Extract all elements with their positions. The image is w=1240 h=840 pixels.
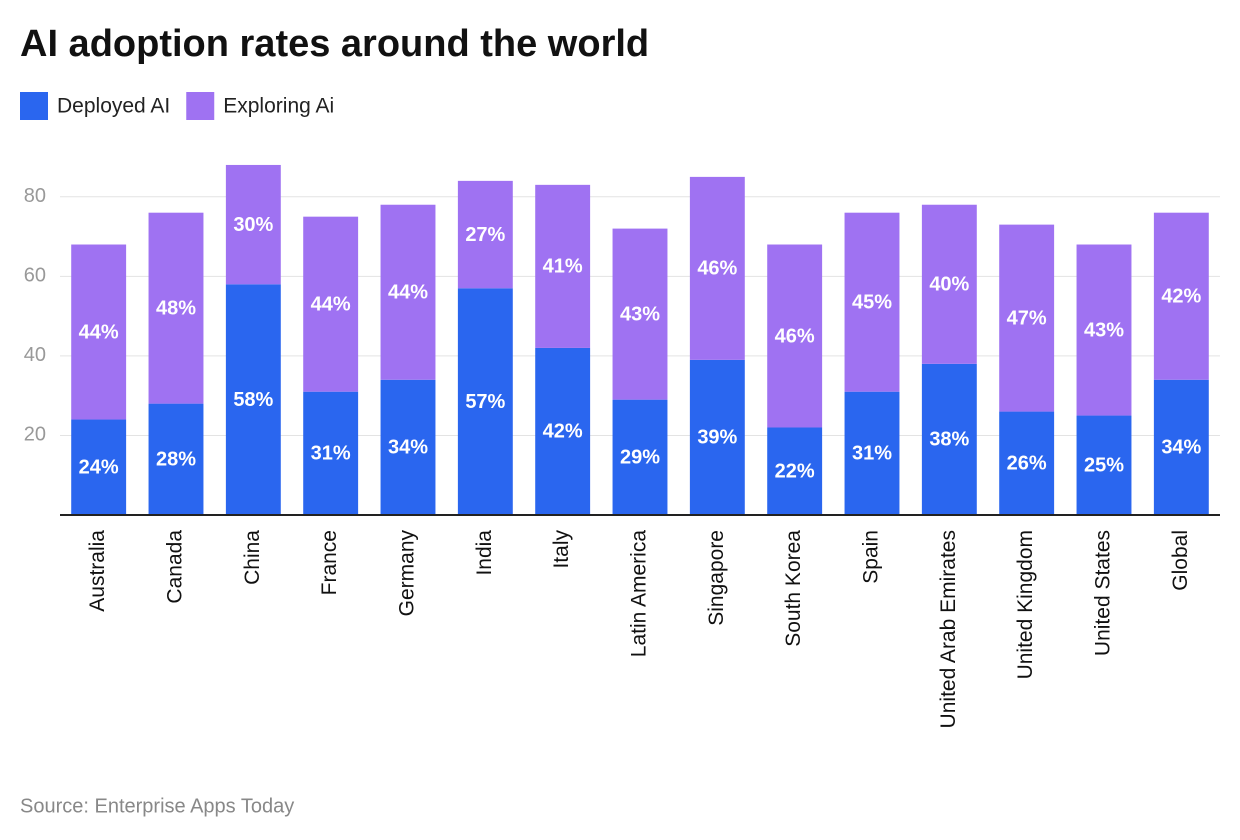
y-tick-label: 60 xyxy=(24,265,46,287)
bar-segment xyxy=(612,228,668,400)
y-tick-label: 80 xyxy=(24,185,46,207)
data-label: 41% xyxy=(543,256,583,278)
legend-swatch xyxy=(186,92,215,120)
x-tick-label: South Korea xyxy=(782,530,805,647)
x-tick-label: India xyxy=(473,530,496,576)
legend-swatch xyxy=(20,92,48,120)
data-label: 48% xyxy=(156,297,196,319)
bar-segment xyxy=(380,379,436,515)
data-label: 34% xyxy=(388,437,428,459)
legend-label: Deployed AI xyxy=(57,95,170,118)
source: Source: Enterprise Apps Today xyxy=(20,795,294,817)
x-tick-label: France xyxy=(318,530,341,595)
data-label: 42% xyxy=(1161,286,1201,308)
data-label: 34% xyxy=(1161,437,1201,459)
bar-segment xyxy=(689,176,745,360)
bar-segment xyxy=(999,224,1055,412)
bar-segment xyxy=(303,216,359,392)
data-label: 39% xyxy=(697,427,737,449)
data-label: 42% xyxy=(543,421,583,443)
bar-segment xyxy=(1076,415,1132,515)
bar-segment xyxy=(1076,244,1132,416)
data-label: 58% xyxy=(233,389,273,411)
data-label: 29% xyxy=(620,447,660,469)
data-label: 26% xyxy=(1007,453,1047,475)
x-tick-label: United Arab Emirates xyxy=(937,530,960,728)
x-tick-label: Canada xyxy=(164,530,187,604)
chart-title: AI adoption rates around the world xyxy=(20,23,649,65)
bar-segment xyxy=(225,284,281,515)
data-label: 24% xyxy=(79,457,119,479)
bar-segment xyxy=(457,288,513,515)
bar-segment xyxy=(535,184,591,348)
x-tick-label: Global xyxy=(1169,530,1192,591)
bar-segment xyxy=(921,363,977,515)
data-label: 43% xyxy=(620,303,660,325)
y-tick-label: 20 xyxy=(24,424,46,446)
x-tick-label: Singapore xyxy=(705,530,728,626)
x-tick-label: Germany xyxy=(396,530,419,617)
bar-segment xyxy=(71,244,127,420)
bar-segment xyxy=(303,391,359,515)
bar-segment xyxy=(689,359,745,515)
data-label: 44% xyxy=(311,293,351,315)
bar-segment xyxy=(457,180,513,289)
x-tick-label: Italy xyxy=(550,530,573,569)
bar-segment xyxy=(71,419,127,515)
bar-segment xyxy=(844,391,900,515)
data-label: 28% xyxy=(156,449,196,471)
bar-segment xyxy=(225,164,281,285)
bar-segment xyxy=(1153,212,1209,380)
x-tick-label: Latin America xyxy=(628,530,651,658)
data-label: 45% xyxy=(852,291,892,313)
bar-segment xyxy=(921,204,977,364)
bar-segment xyxy=(767,427,823,515)
x-tick-label: United Kingdom xyxy=(1014,530,1037,679)
data-label: 27% xyxy=(465,224,505,246)
data-label: 44% xyxy=(388,282,428,304)
bar-segment xyxy=(535,347,591,515)
data-label: 57% xyxy=(465,391,505,413)
data-label: 31% xyxy=(852,443,892,465)
data-label: 46% xyxy=(697,258,737,280)
data-label: 38% xyxy=(929,429,969,451)
bar-segment xyxy=(999,411,1055,515)
data-label: 47% xyxy=(1007,307,1047,329)
bar-segment xyxy=(844,212,900,392)
data-label: 22% xyxy=(775,461,815,483)
data-label: 31% xyxy=(311,443,351,465)
bar-segment xyxy=(612,399,668,515)
y-tick-label: 40 xyxy=(24,344,46,366)
x-tick-label: United States xyxy=(1092,530,1115,656)
bar-segment xyxy=(148,212,204,404)
data-label: 46% xyxy=(775,325,815,347)
data-label: 25% xyxy=(1084,455,1124,477)
x-tick-label: Australia xyxy=(86,530,109,612)
legend-label: Exploring Ai xyxy=(223,95,334,118)
bar-segment xyxy=(380,204,436,380)
data-label: 43% xyxy=(1084,319,1124,341)
data-label: 44% xyxy=(79,321,119,343)
x-tick-label: China xyxy=(241,530,264,585)
data-label: 30% xyxy=(233,214,273,236)
data-label: 40% xyxy=(929,274,969,296)
bar-segment xyxy=(767,244,823,428)
bar-segment xyxy=(1153,379,1209,515)
bar-segment xyxy=(148,403,204,515)
x-tick-label: Spain xyxy=(860,530,883,584)
